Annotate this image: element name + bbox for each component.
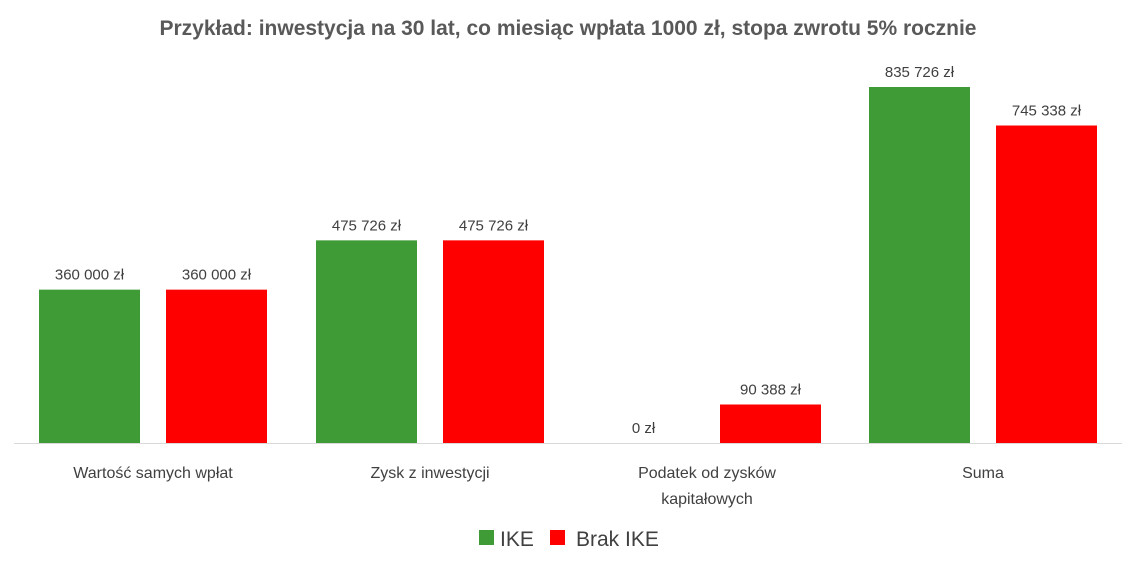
- bar-ike-2: [316, 240, 417, 443]
- category-label: kapitałowych: [661, 491, 753, 508]
- category-label: Wartość samych wpłat: [73, 465, 233, 482]
- bar-brak-ike-2: [443, 240, 544, 443]
- category-labels: Wartość samych wpłat Zysk z inwestycji Pod…: [73, 465, 1004, 508]
- plot-area: 360 000 zł 360 000 zł 475 726 zł 475 726 zł…: [39, 64, 1097, 443]
- category-label: Zysk z inwestycji: [370, 465, 489, 482]
- category-label: Suma: [962, 465, 1004, 482]
- data-label: 835 726 zł: [885, 64, 955, 81]
- bar-ike-1: [39, 289, 140, 443]
- legend-swatch-brak-ike: [550, 530, 565, 545]
- bar-brak-ike-1: [166, 289, 267, 443]
- data-label: 475 726 zł: [459, 217, 529, 234]
- chart-title: Przykład: inwestycja na 30 lat, co miesi…: [160, 17, 977, 40]
- data-label: 90 388 zł: [740, 381, 802, 398]
- data-label: 360 000 zł: [55, 267, 125, 284]
- data-label: 360 000 zł: [182, 267, 252, 284]
- legend-swatch-ike: [479, 530, 494, 545]
- legend-label-ike: IKE: [500, 528, 534, 551]
- category-label: Podatek od zysków: [638, 465, 776, 482]
- bar-ike-4: [869, 87, 970, 443]
- bar-brak-ike-4: [996, 125, 1097, 443]
- data-label: 475 726 zł: [332, 217, 402, 234]
- legend: IKE Brak IKE: [479, 528, 659, 551]
- legend-label-brak-ike: Brak IKE: [576, 528, 659, 551]
- data-label: 0 zł: [632, 420, 656, 437]
- data-label: 745 338 zł: [1012, 103, 1082, 120]
- bar-brak-ike-3: [720, 404, 821, 443]
